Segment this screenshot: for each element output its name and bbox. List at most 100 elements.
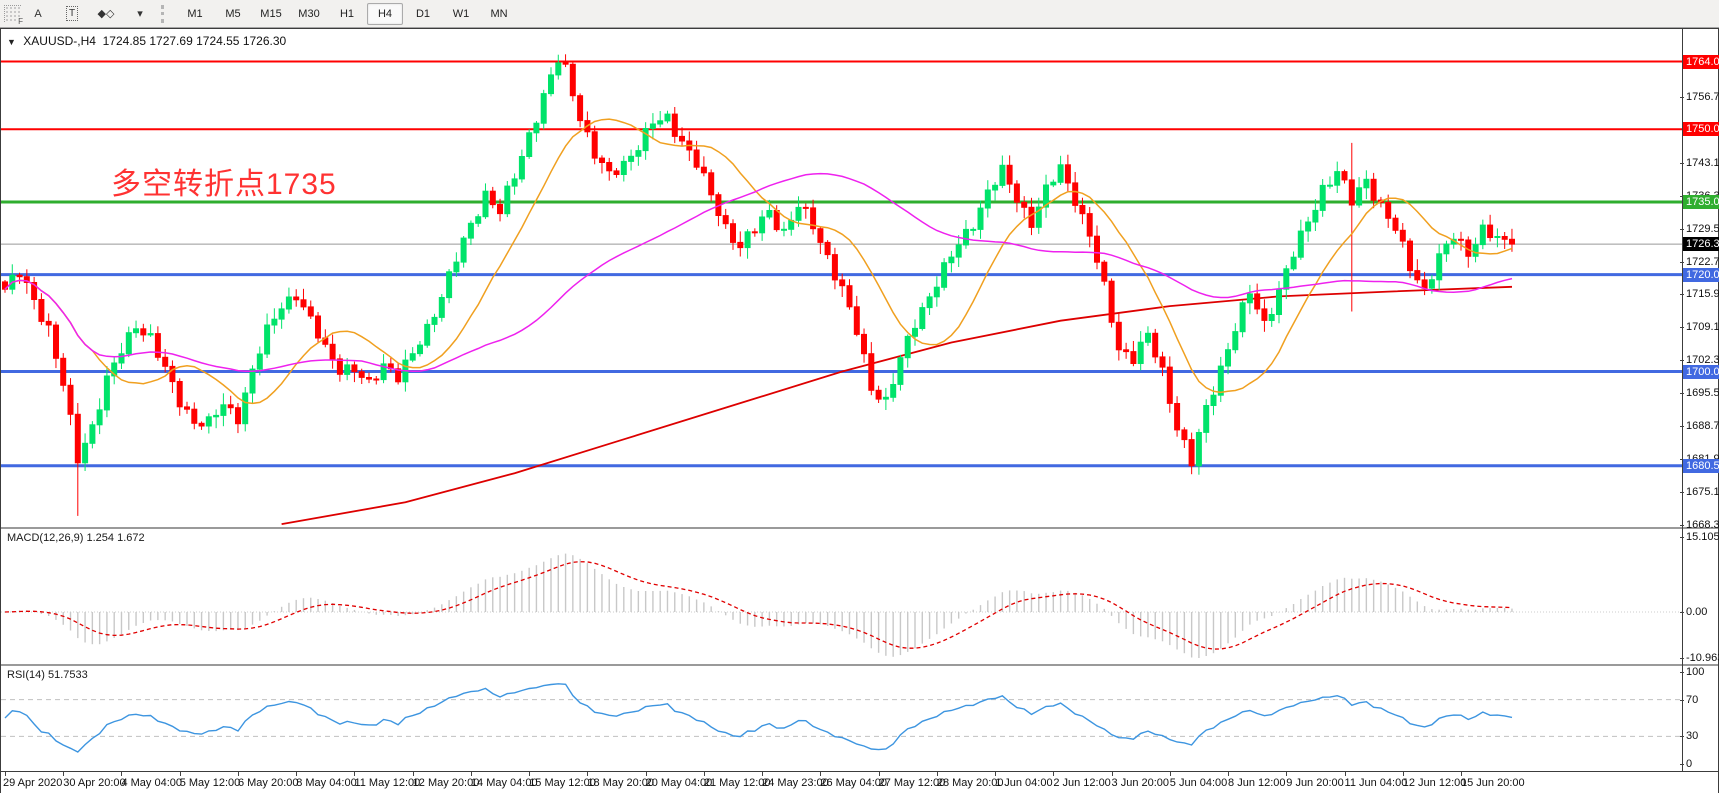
time-label: 28 May 20:00 xyxy=(936,777,1004,789)
panel-separator[interactable] xyxy=(1,527,1718,529)
ohlc-close: 1726.30 xyxy=(242,34,287,48)
time-tick xyxy=(762,772,764,776)
time-label: 20 May 04:00 xyxy=(645,777,713,789)
timeframe-button-m15[interactable]: M15 xyxy=(260,7,282,20)
toolbar-grip-icon[interactable]: F xyxy=(4,5,23,26)
time-axis[interactable]: 29 Apr 2020 30 Apr 20:00 4 May 04:00 5 May … xyxy=(1,771,1718,793)
timeframe-button-h1[interactable]: H1 xyxy=(339,7,355,20)
time-label: 9 Jun 20:00 xyxy=(1286,777,1344,789)
ohlc-high: 1727.69 xyxy=(149,34,193,48)
macd-axis-label: 0.00 xyxy=(1686,606,1708,618)
text-box-tool-button[interactable]: T xyxy=(56,3,88,25)
time-label: 27 May 12:00 xyxy=(878,777,946,789)
price-tick-label: 1688.70 xyxy=(1686,420,1719,432)
time-tick xyxy=(354,772,356,776)
time-label: 5 Jun 04:00 xyxy=(1169,777,1228,789)
price-tick-label: 1715.90 xyxy=(1686,288,1719,300)
time-label: 6 May 20:00 xyxy=(237,777,299,789)
time-label: 21 May 12:00 xyxy=(703,777,771,789)
rsi-axis-label: 0 xyxy=(1686,758,1693,770)
price-level-badge: 1735.00 xyxy=(1683,195,1719,209)
price-tick-label: 1668.30 xyxy=(1686,519,1719,531)
price-tick-label: 1743.10 xyxy=(1686,157,1719,169)
time-label: 8 Jun 12:00 xyxy=(1228,777,1286,789)
timeframe-button-m5[interactable]: M5 xyxy=(225,7,241,20)
time-tick xyxy=(296,772,298,776)
time-label: 1 Jun 04:00 xyxy=(995,777,1053,789)
time-tick xyxy=(412,772,414,776)
timeframe-button-m1[interactable]: M1 xyxy=(187,7,203,20)
price-tick-label: 1695.50 xyxy=(1686,387,1719,399)
timeframe-button-h4[interactable]: H4 xyxy=(367,2,403,25)
time-label: 4 May 04:00 xyxy=(121,777,183,789)
current-price-badge: 1726.30 xyxy=(1683,237,1719,251)
price-tick-label: 1729.50 xyxy=(1686,223,1719,235)
time-label: 11 May 12:00 xyxy=(354,777,421,789)
price-level-badge: 1680.56 xyxy=(1683,459,1719,473)
rsi-axis-label: 100 xyxy=(1686,666,1705,678)
time-label: 26 May 04:00 xyxy=(820,777,888,789)
time-tick xyxy=(1053,772,1055,776)
timeframe-button-m30[interactable]: M30 xyxy=(298,7,320,20)
chart-text-annotation[interactable]: 多空转折点1735 xyxy=(111,168,337,201)
arrow-objects-dropdown[interactable]: ▾ xyxy=(137,8,143,20)
arrow-objects-button[interactable]: ◆◇ xyxy=(97,8,115,20)
price-level-badge: 1720.00 xyxy=(1683,268,1719,282)
panel-separator[interactable] xyxy=(1,664,1718,666)
rsi-indicator-label: RSI(14) 51.7533 xyxy=(7,669,88,681)
time-tick xyxy=(529,772,531,776)
rsi-axis-label: 30 xyxy=(1686,730,1699,742)
timeframe-button-mn[interactable]: MN xyxy=(490,7,508,20)
macd-indicator-label: MACD(12,26,9) 1.254 1.672 xyxy=(7,532,145,544)
timeframe-button-d1[interactable]: D1 xyxy=(415,7,431,20)
price-level-badge: 1764.00 xyxy=(1683,55,1719,69)
chart-window[interactable]: ▼ XAUUSD-,H4 1724.85 1727.69 1724.55 172… xyxy=(0,28,1719,793)
timeframe-button-w1[interactable]: W1 xyxy=(452,7,470,20)
main-price-chart-canvas[interactable] xyxy=(1,31,1682,527)
time-tick xyxy=(645,772,647,776)
macd-axis-label: -10.963 xyxy=(1686,652,1719,664)
time-tick xyxy=(703,772,705,776)
price-tick-label: 1675.10 xyxy=(1686,486,1719,498)
ohlc-open: 1724.85 xyxy=(102,34,147,48)
collapse-chart-icon[interactable]: ▼ xyxy=(7,37,16,47)
timeframe-toolbar: M1 M5 M15 M30 H1 H4 D1 W1 MN xyxy=(176,2,518,25)
symbol-period-label: XAUUSD-,H4 xyxy=(23,34,96,48)
price-tick-label: 1702.30 xyxy=(1686,354,1719,366)
time-label: 15 May 12:00 xyxy=(529,777,596,789)
time-tick xyxy=(1461,772,1462,776)
time-label: 12 Jun 12:00 xyxy=(1402,777,1467,789)
top-toolbar: F A T ◆◇ ▾ M1 M5 M15 M30 H1 H4 D1 W1 MN xyxy=(0,0,1719,28)
time-tick xyxy=(1169,772,1171,776)
time-tick xyxy=(1402,772,1404,776)
time-label: 29 Apr 2020 xyxy=(3,777,63,789)
time-label: 15 Jun 20:00 xyxy=(1461,777,1525,789)
price-tick-label: 1722.70 xyxy=(1686,256,1719,268)
time-tick xyxy=(587,772,589,776)
time-label: 3 Jun 20:00 xyxy=(1111,777,1170,789)
time-label: 5 May 12:00 xyxy=(179,777,241,789)
macd-main-value: 1.254 xyxy=(86,532,115,544)
time-tick xyxy=(63,772,65,776)
price-tick-label: 1709.10 xyxy=(1686,321,1719,333)
ohlc-low: 1724.55 xyxy=(196,34,240,48)
time-tick xyxy=(820,772,822,776)
time-tick xyxy=(995,772,997,776)
time-label: 12 May 20:00 xyxy=(412,777,480,789)
rsi-indicator-canvas[interactable] xyxy=(1,666,1682,770)
macd-signal-value: 1.672 xyxy=(117,532,145,544)
time-label: 8 May 04:00 xyxy=(296,777,357,789)
time-tick xyxy=(1286,772,1288,776)
toolbar-separator-grip xyxy=(161,4,172,23)
text-label-tool-button[interactable]: A xyxy=(34,7,42,20)
time-tick xyxy=(237,772,239,776)
time-tick xyxy=(1344,772,1346,776)
text-box-icon: T xyxy=(65,6,79,21)
price-level-badge: 1700.00 xyxy=(1683,365,1719,379)
time-tick xyxy=(1111,772,1113,776)
price-tick-label: 1756.70 xyxy=(1686,91,1719,103)
price-axis-separator xyxy=(1682,29,1683,771)
macd-indicator-canvas[interactable] xyxy=(1,529,1682,663)
time-tick xyxy=(936,772,938,776)
